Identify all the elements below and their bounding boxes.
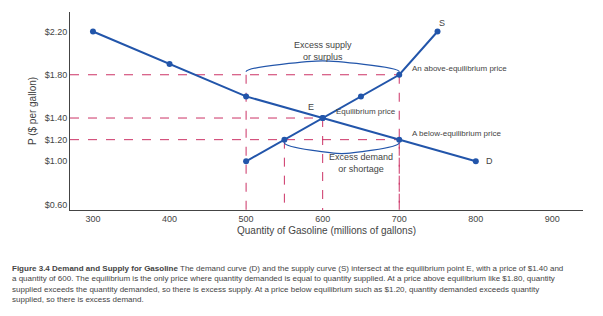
svg-text:$1.40: $1.40 xyxy=(45,113,68,123)
svg-text:700: 700 xyxy=(392,214,407,224)
svg-text:900: 900 xyxy=(545,214,560,224)
svg-text:$1.00: $1.00 xyxy=(45,156,68,166)
svg-text:Excess supplyor surplus: Excess supplyor surplus xyxy=(294,40,352,62)
svg-text:$1.80: $1.80 xyxy=(45,70,68,80)
svg-text:$1.20: $1.20 xyxy=(45,135,68,145)
svg-text:D: D xyxy=(486,156,493,166)
svg-text:S: S xyxy=(439,18,445,28)
svg-text:500: 500 xyxy=(239,214,254,224)
svg-text:A below-equilibrium price: A below-equilibrium price xyxy=(412,129,501,138)
svg-text:Equilibrium price: Equilibrium price xyxy=(336,107,396,116)
svg-text:800: 800 xyxy=(468,214,483,224)
svg-text:Quantity of Gasoline (millions: Quantity of Gasoline (millions of gallon… xyxy=(237,225,416,236)
svg-text:Figure 3.4 Demand and Supply f: Figure 3.4 Demand and Supply for Gasolin… xyxy=(12,264,566,304)
svg-text:$2.20: $2.20 xyxy=(45,27,68,37)
svg-text:400: 400 xyxy=(162,214,177,224)
svg-text:$0.60: $0.60 xyxy=(45,200,68,210)
svg-text:Excess demandor shortage: Excess demandor shortage xyxy=(329,152,393,174)
svg-text:600: 600 xyxy=(315,214,330,224)
svg-text:E: E xyxy=(308,102,314,112)
svg-text:300: 300 xyxy=(85,214,100,224)
svg-text:P ($ per gallon): P ($ per gallon) xyxy=(27,77,38,145)
svg-text:An above-equilibrium price: An above-equilibrium price xyxy=(412,64,507,73)
